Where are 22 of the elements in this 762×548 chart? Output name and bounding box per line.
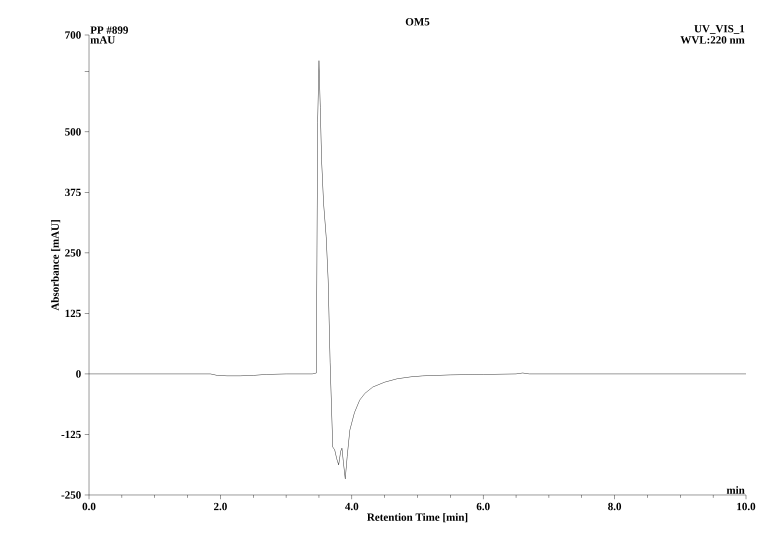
- y-tick-label: -125: [61, 430, 81, 438]
- annotation: min: [726, 486, 745, 494]
- y-tick-label: 700: [65, 31, 81, 39]
- x-tick-label: 2.0: [214, 502, 227, 510]
- y-tick-label: 500: [65, 128, 81, 136]
- y-tick-label: 375: [65, 188, 81, 196]
- y-tick-label: 0: [76, 370, 81, 378]
- x-tick-label: 0.0: [82, 502, 96, 510]
- text: UV_VIS_1: [694, 24, 744, 34]
- chart-title: OM5: [406, 18, 430, 26]
- text: PP #899: [90, 26, 128, 34]
- y-axis-title: Absorbance [mAU]: [51, 220, 60, 311]
- x-axis-title: Retention Time [min]: [367, 513, 468, 522]
- annotation: WVL:220 nm: [680, 36, 745, 44]
- x-tick-label: 4.0: [345, 502, 358, 510]
- x-tick-label: 6.0: [476, 502, 490, 510]
- y-tick-label: 125: [66, 310, 81, 318]
- y-tick-label: 250: [65, 249, 81, 257]
- annotation: mAU: [90, 36, 115, 44]
- x-tick-label: 8.0: [608, 502, 622, 510]
- x-tick-label: 10.0: [737, 502, 756, 510]
- y-tick-label: -250: [61, 491, 81, 499]
